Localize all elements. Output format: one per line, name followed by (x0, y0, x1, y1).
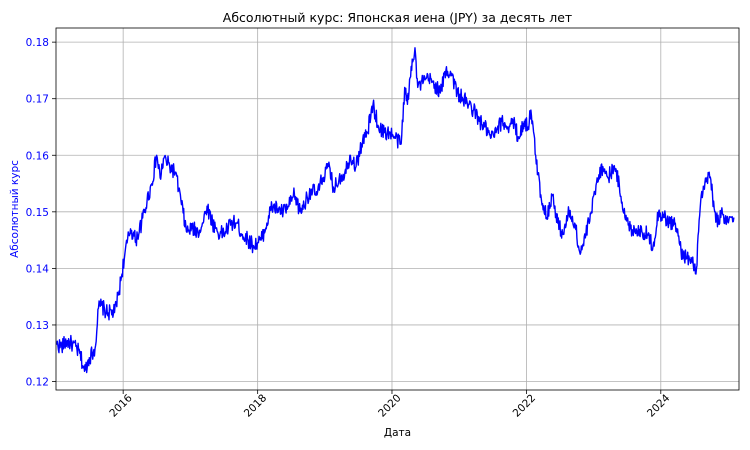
y-axis: 0.12 0.13 0.14 0.15 0.16 0.17 0.18 (26, 37, 56, 389)
y-tick-label: 0.15 (26, 207, 49, 219)
y-tick-label: 0.14 (26, 263, 50, 275)
chart-title: Абсолютный курс: Японская иена (JPY) за … (223, 10, 572, 25)
x-axis-label: Дата (384, 427, 411, 439)
series-line (56, 47, 735, 374)
y-tick-label: 0.13 (26, 320, 49, 332)
y-tick-label: 0.17 (26, 94, 49, 106)
plot-area-frame (55, 27, 740, 391)
y-tick-label: 0.12 (26, 377, 49, 389)
y-tick-label: 0.16 (26, 150, 50, 162)
y-axis-label: Абсолютный курс (9, 160, 21, 258)
series-group (56, 47, 735, 374)
y-tick-label: 0.18 (26, 37, 49, 49)
grid-lines (56, 28, 739, 390)
